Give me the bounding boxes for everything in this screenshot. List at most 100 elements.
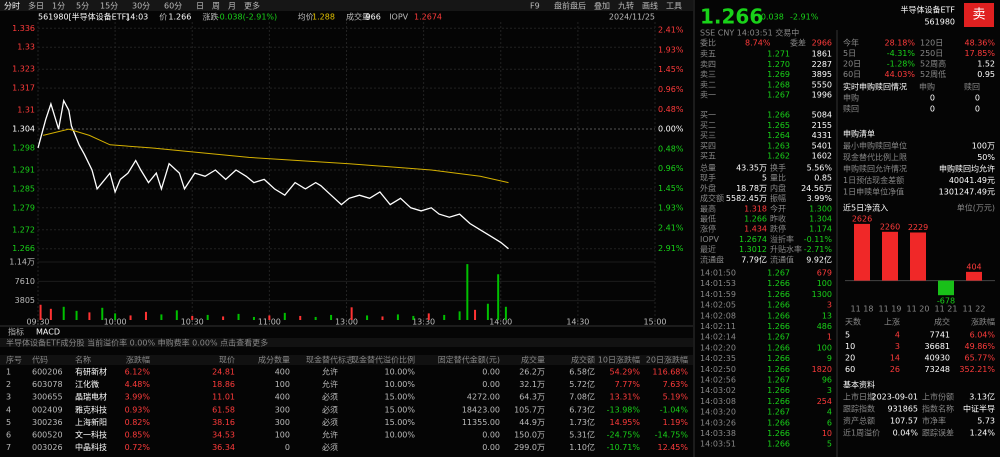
toolbar-tab[interactable]: 1分 <box>52 2 65 11</box>
table-header: 现价 <box>219 356 235 365</box>
profile-cell: 跟踪指数 <box>843 404 875 414</box>
period-cell: 60 <box>845 365 855 374</box>
header-item: 1.288 <box>312 13 335 22</box>
quote-code: 561980 <box>924 18 955 27</box>
period-cell: 14 <box>890 354 900 363</box>
table-cell[interactable]: 上海新阳 <box>75 417 107 427</box>
realtime-col: 申购 <box>919 82 935 92</box>
period-cell: 20 <box>845 354 855 363</box>
table-cell: 必须 <box>322 442 338 452</box>
section-title: 近5日净流入 <box>843 203 888 213</box>
toolbar-tool[interactable]: 盘前盘后 <box>554 1 586 11</box>
table-cell: 600206 <box>32 368 63 377</box>
table-cell[interactable]: 中晶科技 <box>75 442 107 452</box>
trade-price: 1.266 <box>767 354 790 363</box>
table-cell[interactable]: 雅克科技 <box>75 404 107 414</box>
table-cell[interactable]: 有研新材 <box>75 367 107 377</box>
period-cell: 6.04% <box>970 331 996 340</box>
volume-bar <box>466 264 469 320</box>
table-cell: 6.12% <box>125 368 151 377</box>
period-cell: 36681 <box>925 342 950 351</box>
toolbar-tool[interactable]: 叠加 <box>594 1 610 11</box>
y2-tick-label: 0.96% <box>658 164 684 173</box>
y2-tick-label: 2.41% <box>658 223 684 232</box>
stat: 43.35万 <box>736 164 767 173</box>
toolbar-tab[interactable]: 5分 <box>76 2 89 11</box>
toolbar-tab[interactable]: 更多 <box>244 1 260 11</box>
table-header: 成分数量 <box>258 355 290 365</box>
book-label: 卖二 <box>700 80 716 89</box>
volume-bar <box>268 315 271 320</box>
bar <box>882 231 898 281</box>
trade-volume: 96 <box>822 376 832 385</box>
quote-change: -0.038 <box>758 13 784 22</box>
x-tick-label: 14:30 <box>566 318 589 327</box>
table-cell[interactable]: 江化微 <box>75 379 99 389</box>
trade-volume: 4 <box>827 408 832 417</box>
toolbar-tool[interactable]: 九转 <box>618 1 634 11</box>
stat: 1.434 <box>744 225 767 234</box>
trade-time: 14:02:35 <box>700 354 736 363</box>
y-tick-label: 1.31 <box>17 106 35 115</box>
profile-cell: 跟踪误差 <box>922 428 954 438</box>
table-cell: 4272.00 <box>467 393 500 402</box>
period-cell: 3 <box>895 342 900 351</box>
volume-bar <box>39 304 42 320</box>
indicator-tab[interactable]: MACD <box>36 328 60 337</box>
stat: 最高 <box>700 203 716 213</box>
table-cell[interactable]: 文一科技 <box>75 430 107 440</box>
toolbar-tab[interactable]: 15分 <box>100 2 118 11</box>
toolbar-tab[interactable]: 月 <box>228 2 236 11</box>
period-cell: 10 <box>845 342 855 351</box>
table-cell: 34.53 <box>212 431 235 440</box>
table-cell[interactable]: 晶瑞电材 <box>75 392 107 402</box>
performance: 52周低 <box>920 69 946 79</box>
table-cell: 7.63% <box>663 380 689 389</box>
table-cell: 300 <box>275 418 290 427</box>
table-cell: 5 <box>6 418 11 427</box>
table-cell: 4 <box>6 405 11 414</box>
table-cell: 3 <box>6 393 11 402</box>
sell-button[interactable] <box>964 3 994 27</box>
table-header: 成交量 <box>521 355 545 365</box>
table-cell: 5.72亿 <box>569 379 595 389</box>
table-cell: 11.01 <box>212 393 235 402</box>
x-tick-label: 13:00 <box>335 318 358 327</box>
realtime-cell: 0 <box>930 105 935 114</box>
book-price: 1.264 <box>767 131 790 140</box>
stat: 1.318 <box>744 204 767 213</box>
toolbar-tab[interactable]: 日 <box>196 2 204 11</box>
table-cell: 64.3万 <box>519 393 545 402</box>
table-cell: 105.7万 <box>514 405 545 414</box>
bar-value: 2626 <box>852 214 872 223</box>
bar-value: 404 <box>966 262 981 271</box>
y2-tick-label: 1.93% <box>658 45 684 54</box>
order-ratio: 8.74% <box>745 39 771 48</box>
toolbar-tab[interactable]: 30分 <box>132 2 150 11</box>
trade-volume: 9 <box>827 354 832 363</box>
toolbar-tab[interactable]: 多日 <box>28 1 44 11</box>
price-line <box>37 98 509 250</box>
trade-volume: 1820 <box>812 365 832 374</box>
trade-volume: 3 <box>827 301 832 310</box>
table-cell: 18.86 <box>212 380 235 389</box>
toolbar-tool[interactable]: F9 <box>530 2 540 11</box>
stat: 流通值 <box>770 254 794 264</box>
sell-label[interactable]: 卖 <box>972 8 985 23</box>
order-ratio: 委比 <box>700 38 716 48</box>
table-cell: 5.31亿 <box>569 430 595 440</box>
toolbar-tab[interactable]: 60分 <box>164 2 182 11</box>
toolbar-tool[interactable]: 工具 <box>666 2 682 11</box>
header-item: 14:03 <box>125 13 148 22</box>
y-tick-label: 1.336 <box>12 24 35 33</box>
volume-bar <box>75 310 78 320</box>
bar <box>966 271 982 281</box>
trade-time: 14:01:50 <box>700 269 736 278</box>
book-volume: 4331 <box>812 131 832 140</box>
indicator-tab[interactable]: 指标 <box>8 327 24 337</box>
toolbar-tool[interactable]: 画线 <box>642 1 658 11</box>
profile-cell: 0.04% <box>893 429 919 438</box>
toolbar-tab[interactable]: 周 <box>212 2 220 11</box>
y2-tick-label: 1.45% <box>658 65 684 74</box>
toolbar-tab[interactable]: 分时 <box>4 1 20 11</box>
